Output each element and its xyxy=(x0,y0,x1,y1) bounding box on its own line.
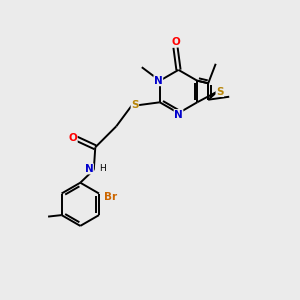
Text: N: N xyxy=(85,164,93,174)
Text: H: H xyxy=(99,164,106,173)
Text: N: N xyxy=(154,76,163,86)
Text: O: O xyxy=(171,37,180,47)
Text: S: S xyxy=(216,86,224,97)
Text: N: N xyxy=(174,110,183,120)
Text: S: S xyxy=(131,100,139,110)
Text: Br: Br xyxy=(104,191,117,202)
Text: O: O xyxy=(68,133,77,143)
